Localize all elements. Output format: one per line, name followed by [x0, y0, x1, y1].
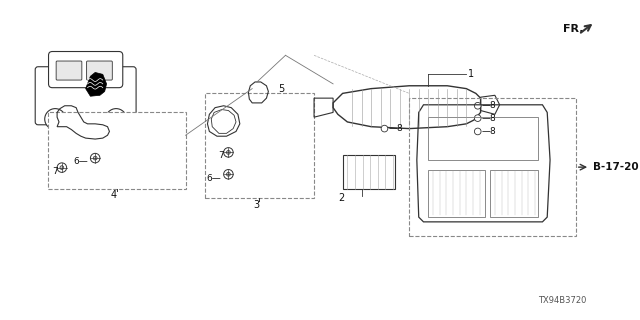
Bar	[47, 112, 186, 188]
Circle shape	[227, 172, 230, 176]
Circle shape	[106, 108, 127, 130]
Text: 5: 5	[278, 84, 284, 94]
Text: 6—: 6—	[206, 173, 221, 183]
Circle shape	[381, 125, 388, 132]
Text: 7: 7	[52, 167, 58, 176]
Text: B-17-20: B-17-20	[593, 162, 639, 172]
Text: —8: —8	[481, 127, 496, 136]
Circle shape	[60, 166, 64, 170]
Circle shape	[474, 128, 481, 135]
Text: FR.: FR.	[563, 24, 584, 34]
Bar	[428, 117, 538, 160]
FancyBboxPatch shape	[35, 67, 136, 125]
Text: 7: 7	[218, 151, 223, 160]
Circle shape	[93, 156, 97, 160]
Text: 2: 2	[338, 193, 344, 203]
Circle shape	[474, 102, 481, 109]
Circle shape	[51, 114, 60, 124]
Bar	[428, 170, 485, 217]
Circle shape	[223, 170, 233, 179]
Bar	[205, 93, 314, 198]
Text: —8: —8	[481, 101, 496, 110]
Text: —8: —8	[388, 124, 403, 133]
Text: 6—: 6—	[74, 157, 88, 166]
Text: —8: —8	[481, 114, 496, 123]
Circle shape	[45, 108, 66, 130]
Circle shape	[223, 148, 233, 157]
FancyBboxPatch shape	[49, 52, 123, 88]
Text: 4: 4	[111, 190, 116, 200]
FancyBboxPatch shape	[342, 155, 395, 188]
Text: TX94B3720: TX94B3720	[538, 296, 586, 305]
Circle shape	[57, 163, 67, 172]
Bar	[409, 98, 576, 236]
Circle shape	[227, 150, 230, 154]
FancyBboxPatch shape	[86, 61, 112, 80]
Text: 1: 1	[468, 69, 474, 79]
Circle shape	[111, 114, 121, 124]
FancyBboxPatch shape	[56, 61, 82, 80]
Circle shape	[90, 153, 100, 163]
Text: 3: 3	[253, 200, 260, 210]
Bar	[490, 170, 538, 217]
Polygon shape	[86, 72, 107, 96]
Circle shape	[474, 115, 481, 122]
